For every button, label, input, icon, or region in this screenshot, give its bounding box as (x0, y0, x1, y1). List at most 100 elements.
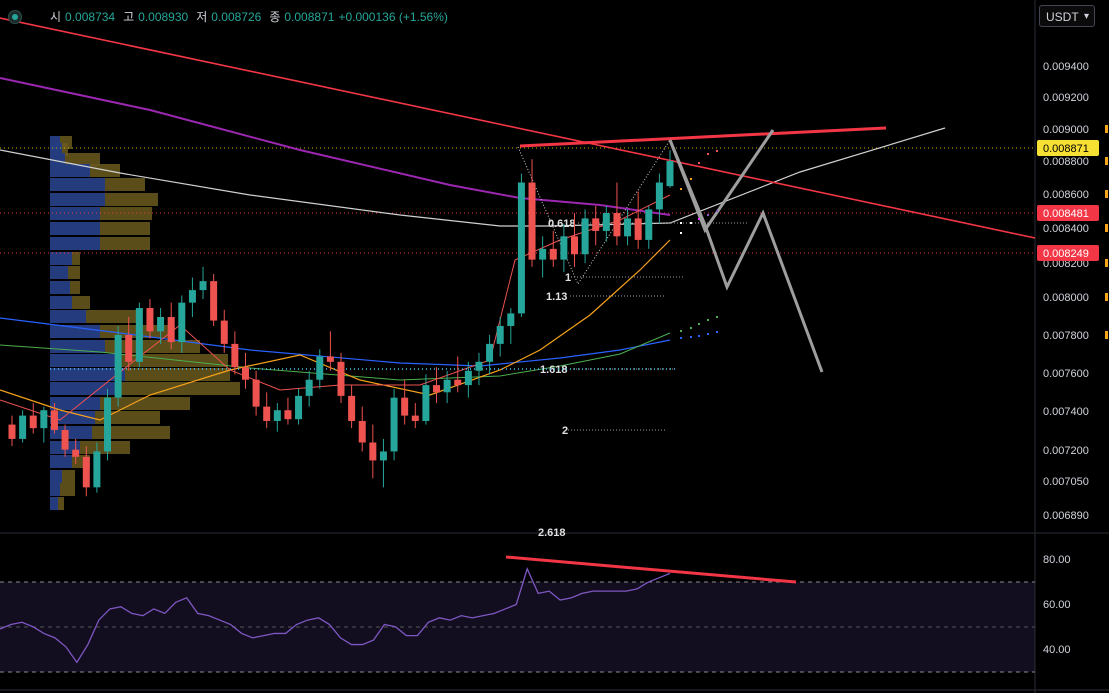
price-axis-label: 0.008400 (1043, 223, 1089, 235)
rsi-line (0, 567, 671, 664)
candle-up (157, 316, 165, 332)
candle-down (570, 236, 578, 255)
projection-dot (680, 330, 682, 332)
volume-profile-bar-up (50, 310, 86, 323)
candle-down (82, 456, 90, 488)
symbol-status-icon[interactable] (8, 9, 22, 24)
price-badge-bg (1037, 245, 1099, 261)
axis-marker (1105, 190, 1108, 198)
candle-down (220, 320, 228, 344)
price-axis-label: 0.008600 (1043, 189, 1089, 201)
projection-dot (698, 323, 700, 325)
volume-profile-bar-up (50, 178, 105, 191)
fib-level-label: 2 (562, 425, 568, 437)
candle-down (8, 424, 16, 439)
rsi-axis-label: 80.00 (1043, 554, 1071, 566)
resistance-trendline (0, 17, 1036, 239)
candle-down (241, 367, 249, 380)
candle-up (443, 379, 451, 393)
candle-down (592, 218, 600, 231)
candle-up (379, 451, 387, 461)
candle-down (613, 213, 621, 237)
volume-profile-bar-up (50, 497, 58, 510)
axis-marker (1105, 331, 1108, 339)
price-axis-label: 0.009200 (1043, 92, 1089, 104)
volume-profile-bar-up (50, 483, 60, 496)
candle-down (72, 449, 80, 457)
volume-profile-bar-up (50, 153, 65, 166)
price-axis-label: 0.007200 (1043, 445, 1089, 457)
open-value: 0.008734 (65, 9, 116, 24)
open-label: 시 (50, 10, 62, 24)
candle-up (114, 334, 122, 398)
candle-up (581, 218, 589, 255)
axis-marker (1105, 125, 1108, 133)
candle-down (252, 379, 260, 407)
projection-dot (716, 150, 718, 152)
projection-dot (690, 336, 692, 338)
fib-level-label: 1.618 (540, 364, 568, 376)
close-value: 0.008871 (284, 9, 335, 24)
candle-up (496, 325, 504, 344)
candle-up (316, 356, 324, 380)
volume-profile-bar-up (50, 340, 105, 353)
volume-profile-bar-up (50, 143, 62, 156)
candle-up (295, 395, 303, 420)
candle-up (40, 410, 48, 429)
volume-profile-bar-up (50, 470, 62, 483)
ma200-line (0, 127, 946, 227)
candle-down (358, 420, 366, 443)
projection-dot (690, 178, 692, 180)
candle-up (19, 415, 27, 439)
volume-profile-bar-up (50, 164, 90, 177)
candle-up (539, 248, 547, 260)
candle-up (464, 370, 472, 386)
fib-level-label: 1.13 (546, 291, 567, 303)
candle-down (284, 410, 292, 420)
price-badge-bg (1037, 205, 1099, 221)
candle-up (422, 385, 430, 421)
price-axis-label: 0.006890 (1043, 510, 1089, 522)
high-value: 0.008930 (138, 9, 189, 24)
candle-down (231, 343, 239, 368)
projection-dot (698, 218, 700, 220)
projection-dot (698, 335, 700, 337)
change-value: +0.000136 (+1.56%) (338, 9, 448, 24)
volume-profile-bar-up (50, 237, 100, 250)
low-label: 저 (196, 10, 208, 24)
axis-marker (1105, 259, 1108, 267)
price-badge-bg (1037, 140, 1099, 156)
candle-up (507, 313, 515, 326)
projection-dot (716, 331, 718, 333)
price-badge: 0.008481 (1037, 205, 1099, 221)
volume-profile-bar-up (50, 281, 70, 294)
price-axis-label: 0.007800 (1043, 330, 1089, 342)
high-label: 고 (123, 10, 135, 24)
projection-dot (698, 162, 700, 164)
price-axis-label: 0.009400 (1043, 61, 1089, 73)
volume-profile-bar-up (50, 252, 72, 265)
candle-up (104, 397, 112, 452)
close-label: 종 (269, 10, 281, 24)
candle-up (178, 302, 186, 343)
volume-profile-bar-up (50, 397, 100, 410)
fib-level-label: 1 (565, 272, 571, 284)
candle-down (634, 218, 642, 240)
price-badge-value: 0.008481 (1043, 208, 1089, 220)
price-axis-label: 0.008000 (1043, 292, 1089, 304)
candle-down (61, 429, 69, 450)
projection-dot (707, 319, 709, 321)
candle-up (199, 281, 207, 291)
currency-select[interactable]: USDT (1039, 5, 1095, 28)
price-axis-label: 0.007050 (1043, 476, 1089, 488)
volume-profile-bar-up (50, 296, 72, 309)
candle-up (475, 361, 483, 371)
candle-down (549, 248, 557, 260)
volume-profile-bar-up (50, 382, 120, 395)
volume-profile-bar-up (50, 266, 68, 279)
projection-dot (707, 153, 709, 155)
volume-profile-bar-up (50, 207, 100, 220)
volume-profile-bar-up (50, 411, 95, 424)
projection-dot (716, 316, 718, 318)
